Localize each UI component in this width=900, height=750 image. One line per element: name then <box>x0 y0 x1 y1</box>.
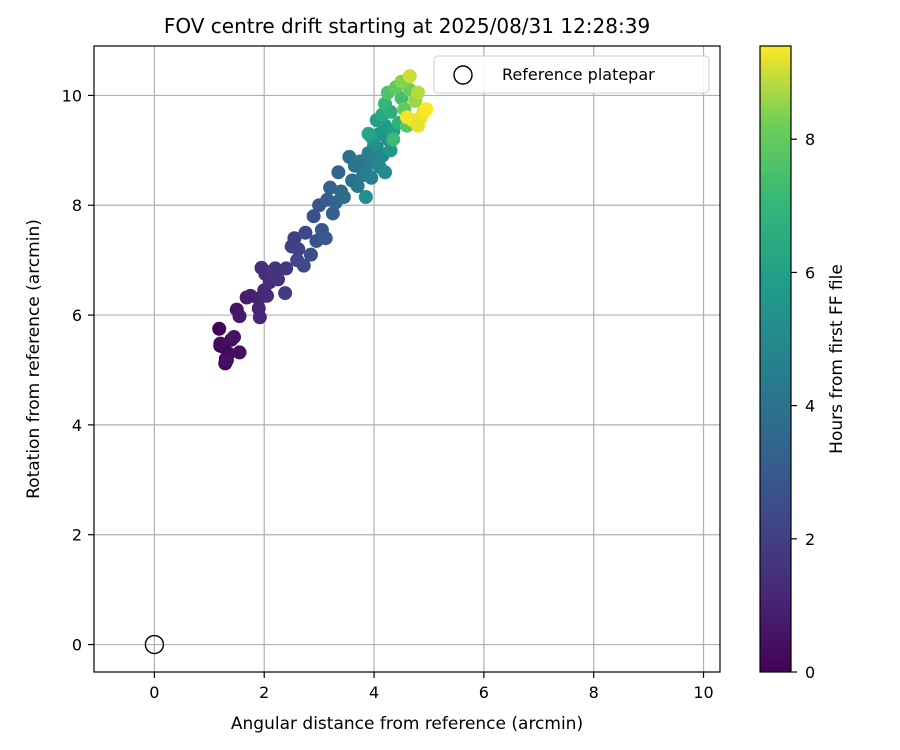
colorbar-tick-label: 2 <box>805 530 815 549</box>
y-tick-label: 6 <box>72 306 82 325</box>
data-point <box>358 190 373 205</box>
data-point <box>350 179 365 194</box>
x-axis-label: Angular distance from reference (arcmin) <box>231 714 583 734</box>
y-tick-label: 8 <box>72 196 82 215</box>
data-point <box>265 264 280 279</box>
x-tick-label: 2 <box>259 683 269 702</box>
data-point <box>400 110 414 125</box>
data-point <box>219 353 234 368</box>
x-axis-ticks: 0 2 4 6 8 10 <box>149 672 714 702</box>
data-point <box>303 247 318 262</box>
data-point <box>361 126 376 141</box>
data-point <box>378 165 393 180</box>
colorbar-tick-label: 6 <box>805 263 815 282</box>
x-tick-label: 0 <box>149 683 159 702</box>
data-point <box>298 225 313 240</box>
legend-box <box>433 55 710 94</box>
data-point <box>212 321 227 336</box>
legend-label: Reference platepar <box>502 65 655 84</box>
colorbar-ticks: 0 2 4 6 8 <box>791 130 815 682</box>
chart-title: FOV centre drift starting at 2025/08/31 … <box>164 14 650 38</box>
x-tick-label: 10 <box>693 683 713 702</box>
x-tick-label: 8 <box>589 683 599 702</box>
data-point <box>402 69 417 84</box>
data-point <box>259 288 274 303</box>
data-points <box>212 69 434 371</box>
data-point <box>279 261 294 276</box>
data-point <box>291 242 306 257</box>
data-point <box>410 118 425 133</box>
data-point <box>323 180 338 195</box>
data-point <box>386 132 401 147</box>
data-point <box>364 170 379 185</box>
data-point <box>213 336 228 351</box>
colorbar-tick-label: 8 <box>805 130 815 149</box>
colorbar: 0 2 4 6 8 Hours from first FF file <box>759 45 847 682</box>
legend-marker-icon <box>453 65 473 85</box>
data-point <box>325 206 340 221</box>
data-point <box>278 286 293 301</box>
colorbar-gradient <box>759 45 792 673</box>
data-point <box>227 330 242 345</box>
data-point <box>336 190 351 205</box>
colorbar-tick-label: 0 <box>805 663 815 682</box>
x-tick-label: 6 <box>479 683 489 702</box>
y-tick-label: 2 <box>72 526 82 545</box>
colorbar-tick-label: 4 <box>805 397 815 416</box>
plot-frame <box>93 45 721 673</box>
data-point <box>383 143 398 158</box>
data-point <box>378 96 393 111</box>
y-axis-label: Rotation from reference (arcmin) <box>24 219 44 499</box>
y-axis-ticks: 0 2 4 6 8 10 <box>62 86 94 655</box>
data-point <box>306 209 321 224</box>
data-point <box>296 258 311 273</box>
data-point <box>252 310 267 325</box>
data-point <box>232 345 247 360</box>
data-point <box>318 231 333 246</box>
data-point <box>331 165 346 180</box>
data-point <box>410 85 425 100</box>
reference-platepar-marker <box>144 634 165 655</box>
y-tick-label: 4 <box>72 416 82 435</box>
y-tick-label: 10 <box>62 86 82 105</box>
data-point <box>232 309 247 324</box>
legend: Reference platepar <box>433 55 710 94</box>
grid-lines <box>94 46 720 672</box>
y-tick-label: 0 <box>72 636 82 655</box>
x-tick-label: 4 <box>369 683 379 702</box>
data-point <box>419 102 434 117</box>
colorbar-label: Hours from first FF file <box>827 264 847 454</box>
